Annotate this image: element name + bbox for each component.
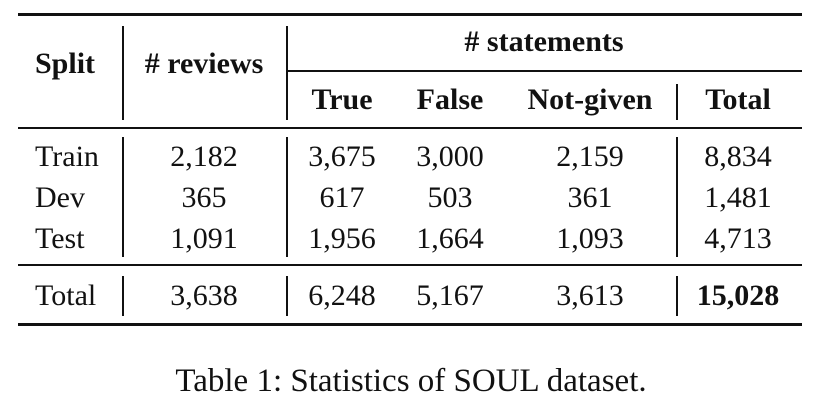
row-test-not-given: 1,093 xyxy=(556,222,624,255)
row-test-total: 4,713 xyxy=(704,222,772,255)
header-split: Split xyxy=(35,47,96,80)
vrule-split-body xyxy=(122,137,124,257)
row-train-split: Train xyxy=(35,140,99,173)
row-test-false: 1,664 xyxy=(416,222,484,255)
header-not-given: Not-given xyxy=(527,83,653,116)
vrule-reviews-total xyxy=(286,276,288,316)
row-dev-not-given: 361 xyxy=(567,181,613,214)
vrule-total-total xyxy=(676,276,678,316)
row-dev-true: 617 xyxy=(319,181,365,214)
top-rule xyxy=(18,13,802,16)
header-total: Total xyxy=(705,83,771,116)
header-true: True xyxy=(311,83,373,116)
vrule-total-body xyxy=(676,137,678,257)
header-rule xyxy=(18,127,802,129)
row-dev-split: Dev xyxy=(35,181,85,214)
total-rule xyxy=(18,264,802,266)
vrule-split-total xyxy=(122,276,124,316)
bottom-rule xyxy=(18,323,802,326)
row-test-reviews: 1,091 xyxy=(170,222,238,255)
row-train-reviews: 2,182 xyxy=(170,140,238,173)
vrule-total xyxy=(676,84,678,120)
row-dev-false: 503 xyxy=(427,181,473,214)
header-false: False xyxy=(416,83,484,116)
vrule-reviews-body xyxy=(286,137,288,257)
row-test-split: Test xyxy=(35,222,85,255)
row-dev-total: 1,481 xyxy=(704,181,772,214)
total-row-not-given: 3,613 xyxy=(556,279,624,312)
statements-underline xyxy=(286,70,802,72)
statistics-table: Split # reviews # statements True False … xyxy=(18,0,802,340)
total-row-total: 15,028 xyxy=(696,279,780,312)
row-dev-reviews: 365 xyxy=(181,181,227,214)
row-train-true: 3,675 xyxy=(308,140,376,173)
row-test-true: 1,956 xyxy=(308,222,376,255)
row-train-not-given: 2,159 xyxy=(556,140,624,173)
header-reviews: # reviews xyxy=(144,47,264,80)
total-row-true: 6,248 xyxy=(308,279,376,312)
table-caption: Table 1: Statistics of SOUL dataset. xyxy=(175,363,647,399)
vrule-reviews xyxy=(286,26,288,120)
total-row-reviews: 3,638 xyxy=(170,279,238,312)
header-statements: # statements xyxy=(464,25,624,58)
vrule-split xyxy=(122,26,124,120)
row-train-false: 3,000 xyxy=(416,140,484,173)
total-row-split: Total xyxy=(35,279,97,312)
total-row-false: 5,167 xyxy=(416,279,484,312)
row-train-total: 8,834 xyxy=(704,140,772,173)
